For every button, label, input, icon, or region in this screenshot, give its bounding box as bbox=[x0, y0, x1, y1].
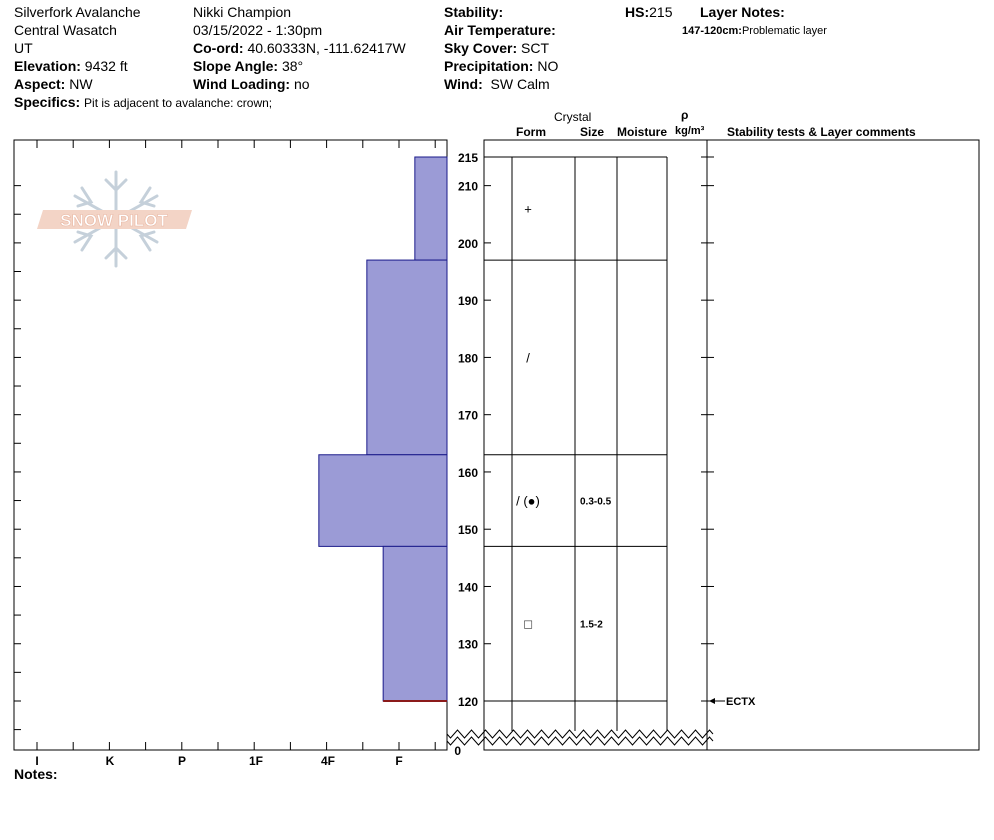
density-unit-header: kg/m³ bbox=[675, 125, 705, 137]
wind-label: Wind: bbox=[444, 76, 483, 92]
hardness-scale-label: I bbox=[35, 754, 38, 768]
air-temp-field: Air Temperature: bbox=[444, 22, 556, 39]
hs-value: 215 bbox=[649, 4, 673, 20]
aspect-label: Aspect: bbox=[14, 76, 66, 92]
specifics-field: Specifics: Pit is adjacent to avalanche:… bbox=[14, 94, 272, 111]
grid-frame bbox=[483, 139, 708, 751]
observer-name: Nikki Champion bbox=[193, 4, 292, 20]
specifics-value: Pit is adjacent to avalanche: crown; bbox=[84, 96, 273, 110]
test-arrow-head bbox=[709, 698, 715, 704]
slope-value: 38° bbox=[281, 58, 304, 74]
air-temp-label: Air Temperature: bbox=[444, 22, 556, 38]
hardness-scale-label: K bbox=[106, 754, 115, 768]
size-header: Size bbox=[580, 125, 605, 139]
test-label: ECTX bbox=[726, 696, 756, 708]
depth-label: 215 bbox=[458, 151, 478, 165]
comments-header: Stability tests & Layer comments bbox=[727, 125, 916, 139]
depth-label: 160 bbox=[458, 466, 478, 480]
depth-label: 120 bbox=[458, 695, 478, 709]
elevation-field: Elevation: 9432 ft bbox=[14, 58, 128, 75]
elevation-label: Elevation: bbox=[14, 58, 81, 74]
coord-value: 40.60333N, -111.62417W bbox=[247, 40, 406, 56]
range-name: Central Wasatch bbox=[14, 22, 117, 38]
crystal-size-label: 1.5-2 bbox=[580, 620, 603, 631]
depth-label: 180 bbox=[458, 351, 478, 365]
comments-frame bbox=[706, 139, 980, 751]
layer-note-text: Problematic layer bbox=[741, 25, 827, 37]
depth-label: 190 bbox=[458, 294, 478, 308]
crystal-size-label: 0.3-0.5 bbox=[580, 497, 612, 508]
slope-label: Slope Angle: bbox=[193, 58, 279, 74]
hardness-scale-label: 1F bbox=[249, 754, 263, 768]
layer-notes-label: Layer Notes: bbox=[700, 4, 785, 20]
crystal-header: Crystal bbox=[554, 110, 592, 124]
hs-field: HS:215 bbox=[625, 4, 672, 21]
wind-loading-value: no bbox=[293, 76, 310, 92]
crystal-form-symbol: / bbox=[526, 350, 530, 365]
hardness-bar bbox=[382, 545, 448, 702]
depth-label: 200 bbox=[458, 237, 478, 251]
crystal-form-symbol: / (●) bbox=[516, 494, 540, 509]
hardness-bar bbox=[366, 259, 448, 456]
hs-label: HS: bbox=[625, 4, 650, 20]
crystal-form-symbol: + bbox=[524, 202, 532, 217]
elevation-value: 9432 ft bbox=[84, 58, 128, 74]
observation-datetime: 03/15/2022 - 1:30pm bbox=[193, 22, 323, 38]
sky-label: Sky Cover: bbox=[444, 40, 518, 56]
slope-field: Slope Angle: 38° bbox=[193, 58, 303, 75]
layer-note-range: 147-120cm: bbox=[682, 25, 742, 37]
depth-label: 130 bbox=[458, 638, 478, 652]
layer-note: 147-120cm:Problematic layer bbox=[682, 23, 827, 40]
wind-loading-field: Wind Loading: no bbox=[193, 76, 310, 93]
hardness-scale-label: F bbox=[395, 754, 402, 768]
depth-label: 170 bbox=[458, 409, 478, 423]
axis-break-line bbox=[446, 729, 714, 739]
depth-label: 140 bbox=[458, 580, 478, 594]
axis-break-line bbox=[446, 736, 714, 746]
stability-label: Stability: bbox=[444, 4, 504, 20]
depth-zero-label: 0 bbox=[454, 744, 461, 758]
precipitation-field: Precipitation: NO bbox=[444, 58, 558, 75]
specifics-label: Specifics: bbox=[14, 94, 81, 110]
hardness-bar bbox=[414, 156, 448, 261]
crystal-form-symbol: □ bbox=[524, 617, 532, 632]
sky-cover-field: Sky Cover: SCT bbox=[444, 40, 549, 57]
location-name: Silverfork Avalanche bbox=[14, 4, 141, 20]
notes-label: Notes: bbox=[14, 766, 58, 782]
hardness-bar bbox=[318, 454, 448, 547]
wind-loading-label: Wind Loading: bbox=[193, 76, 291, 92]
coord-label: Co-ord: bbox=[193, 40, 244, 56]
precip-label: Precipitation: bbox=[444, 58, 534, 74]
precip-value: NO bbox=[537, 58, 559, 74]
aspect-field: Aspect: NW bbox=[14, 76, 93, 93]
depth-label: 150 bbox=[458, 523, 478, 537]
state-name: UT bbox=[14, 40, 33, 56]
moisture-header: Moisture bbox=[617, 125, 668, 139]
aspect-value: NW bbox=[69, 76, 93, 92]
form-header: Form bbox=[516, 125, 546, 139]
rho-header: ρ bbox=[681, 108, 689, 122]
depth-label: 210 bbox=[458, 180, 478, 194]
wind-field: Wind: SW Calm bbox=[444, 76, 550, 93]
stability-field: Stability: bbox=[444, 4, 503, 21]
hardness-scale-label: 4F bbox=[321, 754, 335, 768]
sky-value: SCT bbox=[521, 40, 550, 56]
hardness-scale-label: P bbox=[178, 754, 186, 768]
wind-value: SW Calm bbox=[490, 76, 550, 92]
coordinates-field: Co-ord: 40.60333N, -111.62417W bbox=[193, 40, 406, 57]
